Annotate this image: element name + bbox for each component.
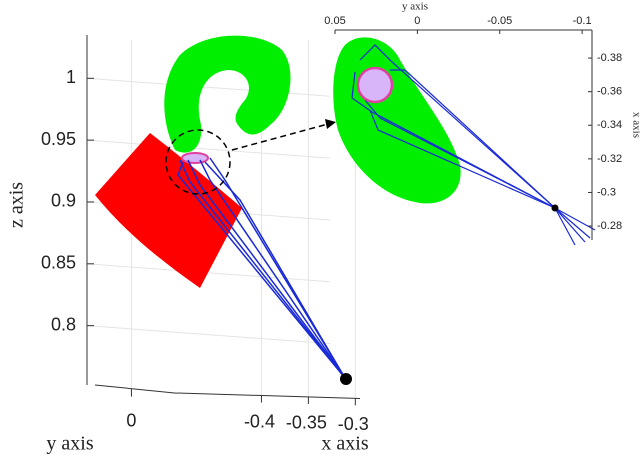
- grid-line: [86, 263, 331, 283]
- inset-y-tick-label: -0.3: [597, 186, 616, 198]
- inset-right-axis-label: x axis: [630, 112, 640, 138]
- x-tick-label: -0.35: [286, 413, 327, 433]
- x-tick-label: -0.3: [338, 414, 369, 434]
- inset-y-tick-label: -0.34: [597, 119, 622, 131]
- inset-contact-disk: [356, 66, 394, 104]
- y-tick-label: 0: [126, 410, 136, 430]
- inset-x-tick-label: 0.05: [324, 15, 345, 27]
- anchor-point: [340, 373, 352, 385]
- inset-y-tick-label: -0.38: [597, 52, 622, 64]
- cable-lines: [177, 157, 346, 379]
- grid-line: [86, 325, 331, 345]
- z-tick-label: 0.8: [51, 314, 76, 334]
- z-tick-label: 1: [66, 67, 76, 87]
- x-axis-label: x axis: [321, 433, 368, 455]
- zoom-arrowhead: [325, 119, 336, 129]
- inset-y-tick-label: -0.36: [597, 86, 622, 98]
- inset-top-axis-label: y axis: [402, 1, 428, 13]
- green-region: [164, 35, 291, 153]
- inset-anchor-point: [551, 204, 559, 212]
- inset-y-tick-label: -0.32: [597, 153, 622, 165]
- inset-x-tick-label: -0.1: [573, 15, 592, 27]
- inset-green-region: [333, 37, 461, 204]
- grid-line: [86, 77, 331, 97]
- z-tick-label: 0.9: [51, 191, 76, 211]
- inset-x-tick-label: 0: [414, 15, 420, 27]
- zoom-arrow: [231, 123, 329, 151]
- grid-line: [86, 139, 331, 159]
- z-tick-label: 0.85: [41, 253, 76, 273]
- contact-disk: [181, 152, 209, 164]
- y-axis-label: y axis: [46, 433, 93, 455]
- x-tick-label: -0.4: [244, 411, 275, 431]
- z-axis-label: z axis: [6, 182, 28, 228]
- inset-x-tick-label: -0.05: [487, 15, 512, 27]
- inset-y-tick-label: -0.28: [597, 220, 622, 232]
- z-tick-label: 0.95: [41, 129, 76, 149]
- zoom-circle: [165, 129, 231, 195]
- inset-cable-lines: [351, 44, 596, 246]
- x-axis-line: [176, 392, 361, 399]
- red-region: [95, 133, 242, 288]
- y-axis-line: [94, 384, 178, 394]
